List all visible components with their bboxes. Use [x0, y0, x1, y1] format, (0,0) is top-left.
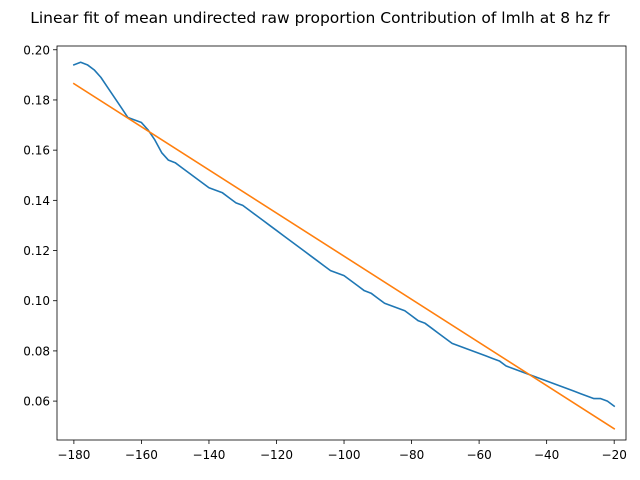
- linear-fit-line: [72, 82, 616, 430]
- y-tick-label: 0.06: [23, 395, 50, 409]
- x-tick-label: −120: [260, 448, 293, 462]
- y-tick-label: 0.14: [23, 194, 50, 208]
- y-tick-label: 0.16: [23, 144, 50, 158]
- series-layer: [72, 61, 616, 430]
- y-tick-label: 0.08: [23, 344, 50, 358]
- x-tick-label: −180: [57, 448, 90, 462]
- x-axis: −180 −160 −140 −120 −100 −80 −60 −40 −20: [57, 440, 627, 462]
- x-tick-label: −60: [466, 448, 491, 462]
- x-tick-label: −80: [399, 448, 424, 462]
- mean-series-line: [72, 61, 616, 408]
- x-tick-label: −140: [192, 448, 225, 462]
- chart-title: Linear fit of mean undirected raw propor…: [30, 9, 610, 27]
- x-tick-label: −20: [602, 448, 627, 462]
- y-tick-label: 0.18: [23, 93, 50, 107]
- x-tick-label: −100: [328, 448, 361, 462]
- x-tick-label: −160: [125, 448, 158, 462]
- x-tick-label: −40: [534, 448, 559, 462]
- y-tick-label: 0.12: [23, 244, 50, 258]
- plot-area-frame: [56, 45, 627, 441]
- y-tick-label: 0.20: [23, 43, 50, 57]
- y-axis: 0.06 0.08 0.10 0.12 0.14 0.16 0.18 0.20: [23, 43, 57, 409]
- y-tick-label: 0.10: [23, 294, 50, 308]
